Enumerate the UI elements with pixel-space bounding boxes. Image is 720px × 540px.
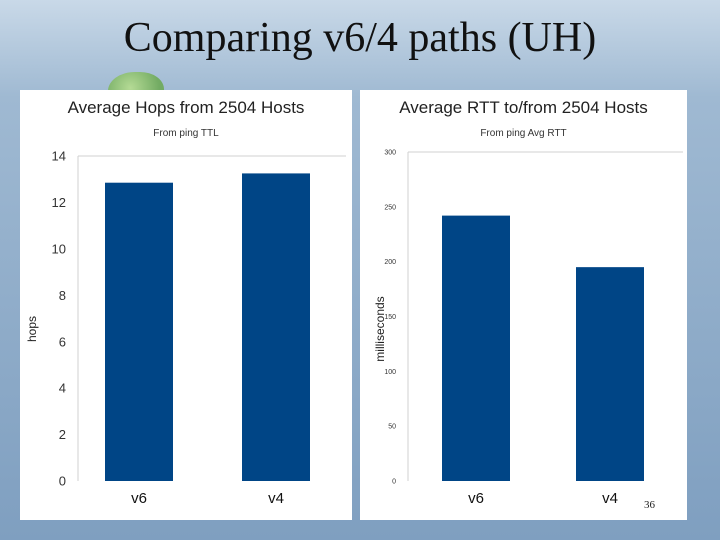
y-tick-label: 250 — [384, 204, 396, 211]
x-category-label: v6 — [468, 490, 484, 507]
bar-v4 — [242, 173, 310, 481]
rtt-bar-chart: 0 50 100 150 200 250 300 v6 v4 — [384, 149, 683, 507]
y-tick-label: 100 — [384, 369, 396, 376]
y-tick-label: 14 — [52, 149, 66, 164]
chart-subtitle: From ping Avg RTT — [480, 128, 567, 139]
chart-title: Average Hops from 2504 Hosts — [67, 98, 305, 117]
bar-v6 — [442, 215, 510, 481]
hops-bar-chart: 0 2 4 6 8 10 12 14 v6 v4 — [52, 149, 346, 507]
y-tick-label: 4 — [59, 381, 66, 396]
y-tick-label: 12 — [52, 195, 66, 210]
y-tick-label: 300 — [384, 149, 396, 156]
x-category-label: v4 — [268, 490, 284, 507]
y-tick-label: 0 — [392, 478, 396, 485]
y-tick-label: 2 — [59, 427, 66, 442]
y-tick-label: 200 — [384, 259, 396, 266]
chart-panel-rtt: Average RTT to/from 2504 Hosts From ping… — [360, 90, 687, 520]
y-tick-label: 6 — [59, 334, 66, 349]
bar-v6 — [105, 182, 173, 482]
chart-panel-hops: Average Hops from 2504 Hosts From ping T… — [20, 90, 352, 520]
y-tick-label: 50 — [388, 424, 396, 431]
chart-title: Average RTT to/from 2504 Hosts — [399, 98, 648, 117]
y-tick-label: 10 — [52, 241, 66, 256]
x-category-label: v4 — [602, 490, 618, 507]
y-tick-label: 8 — [59, 288, 66, 303]
y-tick-label: 150 — [384, 314, 396, 321]
x-category-label: v6 — [131, 490, 147, 507]
bar-v4 — [576, 267, 644, 481]
page-number: 36 — [644, 499, 655, 511]
y-tick-label: 0 — [59, 474, 66, 489]
chart-subtitle: From ping TTL — [153, 128, 219, 139]
slide-title: Comparing v6/4 paths (UH) — [123, 15, 597, 61]
